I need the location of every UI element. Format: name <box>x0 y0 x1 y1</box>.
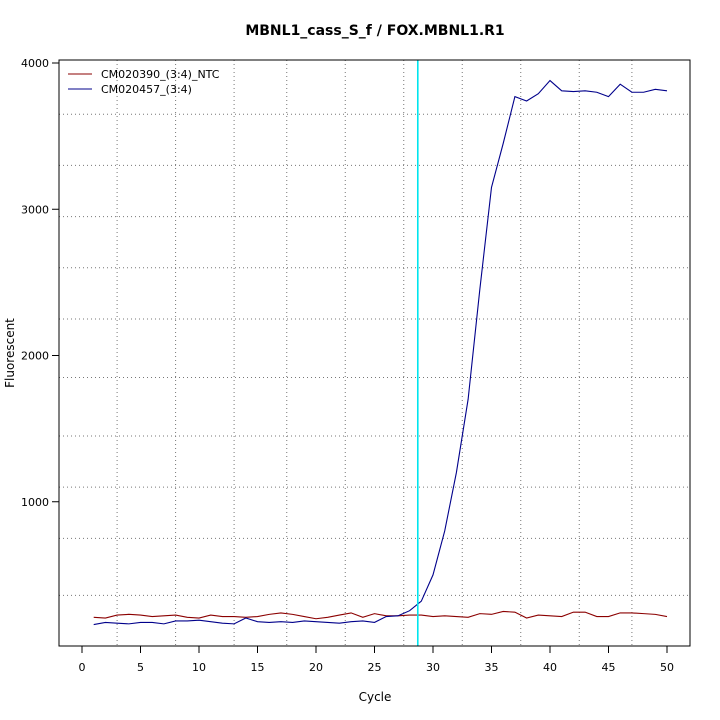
x-axis: 0 5 10 15 20 25 30 35 40 45 50 <box>79 645 674 674</box>
x-tick-label-10: 50 <box>660 661 674 674</box>
legend-label-0: CM020390_(3:4)_NTC <box>101 68 220 81</box>
x-tick-label-7: 35 <box>485 661 499 674</box>
chart-title: MBNL1_cass_S_f / FOX.MBNL1.R1 <box>245 23 504 39</box>
x-tick-label-2: 10 <box>192 661 206 674</box>
x-tick-label-9: 45 <box>602 661 616 674</box>
x-tick-label-6: 30 <box>426 661 440 674</box>
vertical-grid <box>116 60 633 646</box>
x-tick-label-5: 25 <box>368 661 382 674</box>
legend-label-1: CM020457_(3:4) <box>101 83 192 96</box>
x-axis-label: Cycle <box>359 690 392 704</box>
legend: CM020390_(3:4)_NTC CM020457_(3:4) <box>68 68 220 96</box>
y-tick-label-2: 3000 <box>21 203 49 216</box>
series-line-0 <box>93 610 668 620</box>
x-tick-label-4: 20 <box>309 661 323 674</box>
y-tick-label-1: 2000 <box>21 350 49 363</box>
x-tick-label-0: 0 <box>79 661 86 674</box>
y-tick-label-0: 1000 <box>21 496 49 509</box>
series-line-1 <box>93 79 668 626</box>
series-layer <box>93 79 668 626</box>
y-axis-label: Fluorescent <box>3 318 17 388</box>
x-tick-label-8: 40 <box>543 661 557 674</box>
y-axis: 1000 2000 3000 4000 <box>21 57 59 509</box>
x-tick-label-3: 15 <box>251 661 265 674</box>
x-tick-label-1: 5 <box>137 661 144 674</box>
y-tick-label-3: 4000 <box>21 57 49 70</box>
